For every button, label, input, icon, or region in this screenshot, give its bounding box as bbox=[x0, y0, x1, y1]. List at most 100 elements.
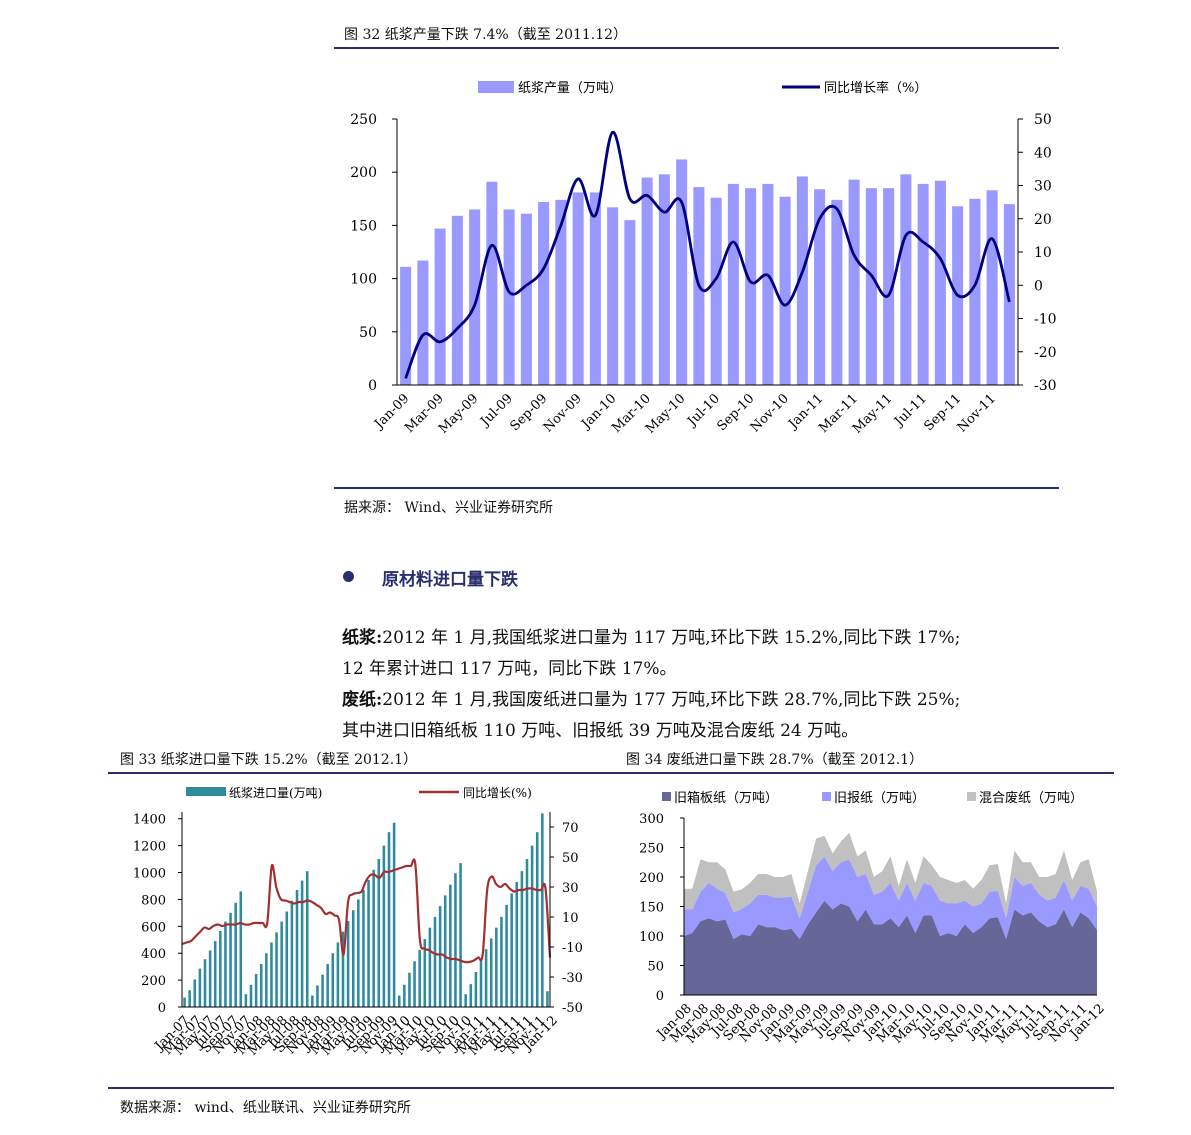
fig32-bar bbox=[762, 183, 774, 385]
fig33-legend-bar-label: 纸浆进口量(万吨) bbox=[229, 785, 322, 800]
fig33-bar bbox=[244, 994, 248, 1007]
fig33-chart: 纸浆进口量(万吨) 同比增长(%) 0 200 400 600 800 1000 1200 1… bbox=[133, 785, 583, 1059]
para2-text1: 2012 年 1 月,我国废纸进口量为 177 万吨,环比下跌 28.7%,同比… bbox=[382, 690, 961, 710]
fig33-bar bbox=[300, 880, 304, 1007]
fig33-right-tick-label: 10 bbox=[562, 911, 579, 926]
fig33-bar bbox=[234, 902, 237, 1007]
fig33-left-tick-label: 1400 bbox=[133, 813, 166, 828]
fig33-bar bbox=[377, 859, 381, 1007]
fig32-bar bbox=[641, 177, 653, 385]
fig32-bar bbox=[538, 201, 550, 385]
fig33-bar bbox=[321, 974, 324, 1007]
fig33-bar bbox=[239, 891, 243, 1007]
fig32-bar bbox=[934, 180, 946, 385]
fig33-bar bbox=[351, 910, 355, 1007]
fig34-chart: 旧箱板纸（万吨） 旧报纸（万吨） 混合废纸（万吨） 0 50 100 150 200 25… bbox=[639, 790, 1108, 1047]
fig33-right-tick-label: -10 bbox=[562, 941, 583, 956]
fig33-bar bbox=[183, 997, 186, 1007]
fig32-bar bbox=[451, 215, 463, 385]
fig34-y-tick-label: 150 bbox=[639, 901, 664, 916]
fig32-right-tick-label: 50 bbox=[1034, 112, 1052, 128]
fig32-bar bbox=[745, 188, 757, 385]
fig33-bar bbox=[290, 900, 294, 1007]
fig33-bar bbox=[500, 916, 503, 1007]
fig33-bar bbox=[387, 832, 391, 1007]
fig33-bar bbox=[198, 968, 202, 1007]
fig33-bar bbox=[203, 959, 207, 1007]
fig34-legend: 旧箱板纸（万吨） 旧报纸（万吨） 混合废纸（万吨） bbox=[662, 790, 1083, 806]
fig32-bar bbox=[865, 188, 877, 385]
fig32-legend-bar-label: 纸浆产量（万吨） bbox=[518, 81, 622, 96]
fig33-bar bbox=[265, 953, 268, 1007]
fig32-bar bbox=[969, 198, 981, 385]
fig32-growth-line bbox=[404, 130, 1011, 379]
fig33-bar bbox=[357, 899, 360, 1007]
fig33-bar bbox=[213, 941, 217, 1007]
fig32-legend: 纸浆产量（万吨） 同比增长率（%） bbox=[478, 80, 927, 96]
fig32-left-tick-label: 50 bbox=[359, 325, 377, 341]
bottom-rule bbox=[108, 1087, 1114, 1089]
fig32-left-tick-label: 100 bbox=[350, 272, 377, 288]
fig33-bar bbox=[275, 932, 278, 1007]
fig32-bar bbox=[676, 159, 688, 385]
fig33-bar bbox=[229, 912, 232, 1007]
fig33-legend-line-label: 同比增长(%) bbox=[463, 786, 532, 800]
fig33-bar bbox=[535, 832, 539, 1007]
fig33-bar bbox=[515, 881, 519, 1007]
fig32-caption: 图 32 纸浆产量下跌 7.4%（截至 2011.12） bbox=[344, 27, 628, 43]
fig32-bar bbox=[796, 176, 808, 385]
fig32-right-tick-label: 40 bbox=[1034, 145, 1052, 161]
fig33-bar bbox=[280, 921, 283, 1007]
fig32-right-tick-label: 0 bbox=[1034, 278, 1043, 294]
fig33-bar bbox=[413, 961, 416, 1007]
fig32-bar bbox=[814, 189, 826, 385]
fig34-legend-label-0: 旧箱板纸（万吨） bbox=[674, 790, 778, 806]
para1-text1: 2012 年 1 月,我国纸浆进口量为 117 万吨,环比下跌 15.2%,同比… bbox=[382, 628, 961, 648]
fig33-bar bbox=[392, 822, 396, 1007]
para1-line1: 纸浆:2012 年 1 月,我国纸浆进口量为 117 万吨,环比下跌 15.2%… bbox=[342, 623, 960, 648]
para2-line2: 其中进口旧箱纸板 110 万吨、旧报纸 39 万吨及混合废纸 24 万吨。 bbox=[342, 721, 859, 741]
fig33-left-tick-label: 800 bbox=[141, 893, 166, 908]
fig32-bar bbox=[986, 190, 998, 385]
fig32-left-tick-label: 150 bbox=[350, 218, 377, 234]
fig33-left-tick-label: 1200 bbox=[133, 840, 166, 855]
fig32-source: 据来源： Wind、兴业证券研究所 bbox=[344, 500, 554, 516]
para1-line2: 12 年累计进口 117 万吨，同比下跌 17%。 bbox=[342, 659, 677, 679]
fig32-bar bbox=[607, 207, 619, 385]
fig32-left-tick-label: 0 bbox=[368, 378, 377, 394]
bottom-source: 数据来源： wind、纸业联讯、兴业证券研究所 bbox=[120, 1100, 411, 1116]
fig33-bar bbox=[285, 911, 289, 1007]
fig32-bar bbox=[831, 199, 843, 385]
fig34-y-tick-label: 50 bbox=[647, 960, 664, 975]
fig33-left-tick-label: 600 bbox=[141, 920, 166, 935]
fig33-bar bbox=[382, 845, 386, 1007]
fig34-caption: 图 34 废纸进口量下跌 28.7%（截至 2012.1） bbox=[626, 752, 924, 768]
para2-line1: 废纸:2012 年 1 月,我国废纸进口量为 177 万吨,环比下跌 28.7%… bbox=[342, 685, 960, 710]
fig33-bar bbox=[208, 950, 212, 1007]
fig33-caption: 图 33 纸浆进口量下跌 15.2%（截至 2012.1） bbox=[120, 752, 418, 768]
fig32-right-tick-label: -10 bbox=[1034, 312, 1057, 328]
fig34-legend-swatch-2 bbox=[967, 792, 976, 801]
fig33-bar bbox=[474, 972, 478, 1007]
fig33-bar bbox=[219, 931, 222, 1007]
fig33-left-tick-label: 1000 bbox=[133, 867, 166, 882]
fig33-bar bbox=[403, 984, 406, 1007]
fig33-bar bbox=[367, 879, 370, 1007]
fig33-bar bbox=[546, 991, 549, 1007]
fig32-bar bbox=[469, 209, 481, 385]
fig33-right-tick-label: -50 bbox=[562, 1001, 583, 1016]
para1-label: 纸浆: bbox=[342, 628, 383, 648]
fig34-legend-swatch-0 bbox=[662, 792, 671, 801]
fig32-right-tick-label: -20 bbox=[1034, 345, 1057, 361]
fig34-y-tick-label: 250 bbox=[639, 842, 664, 857]
fig33-bar bbox=[295, 890, 299, 1007]
fig32-bottom-rule bbox=[334, 487, 1059, 489]
section-bullet-icon bbox=[343, 571, 354, 582]
fig32-bar bbox=[589, 192, 601, 385]
fig32-x-tick-label: Nov-09 bbox=[541, 391, 585, 435]
fig33-bar bbox=[449, 884, 452, 1007]
fig32-left-tick-label: 200 bbox=[350, 165, 377, 181]
fig32-bar bbox=[727, 183, 739, 385]
fig33-bar bbox=[495, 927, 498, 1007]
fig32-right-tick-label: 10 bbox=[1034, 245, 1052, 261]
